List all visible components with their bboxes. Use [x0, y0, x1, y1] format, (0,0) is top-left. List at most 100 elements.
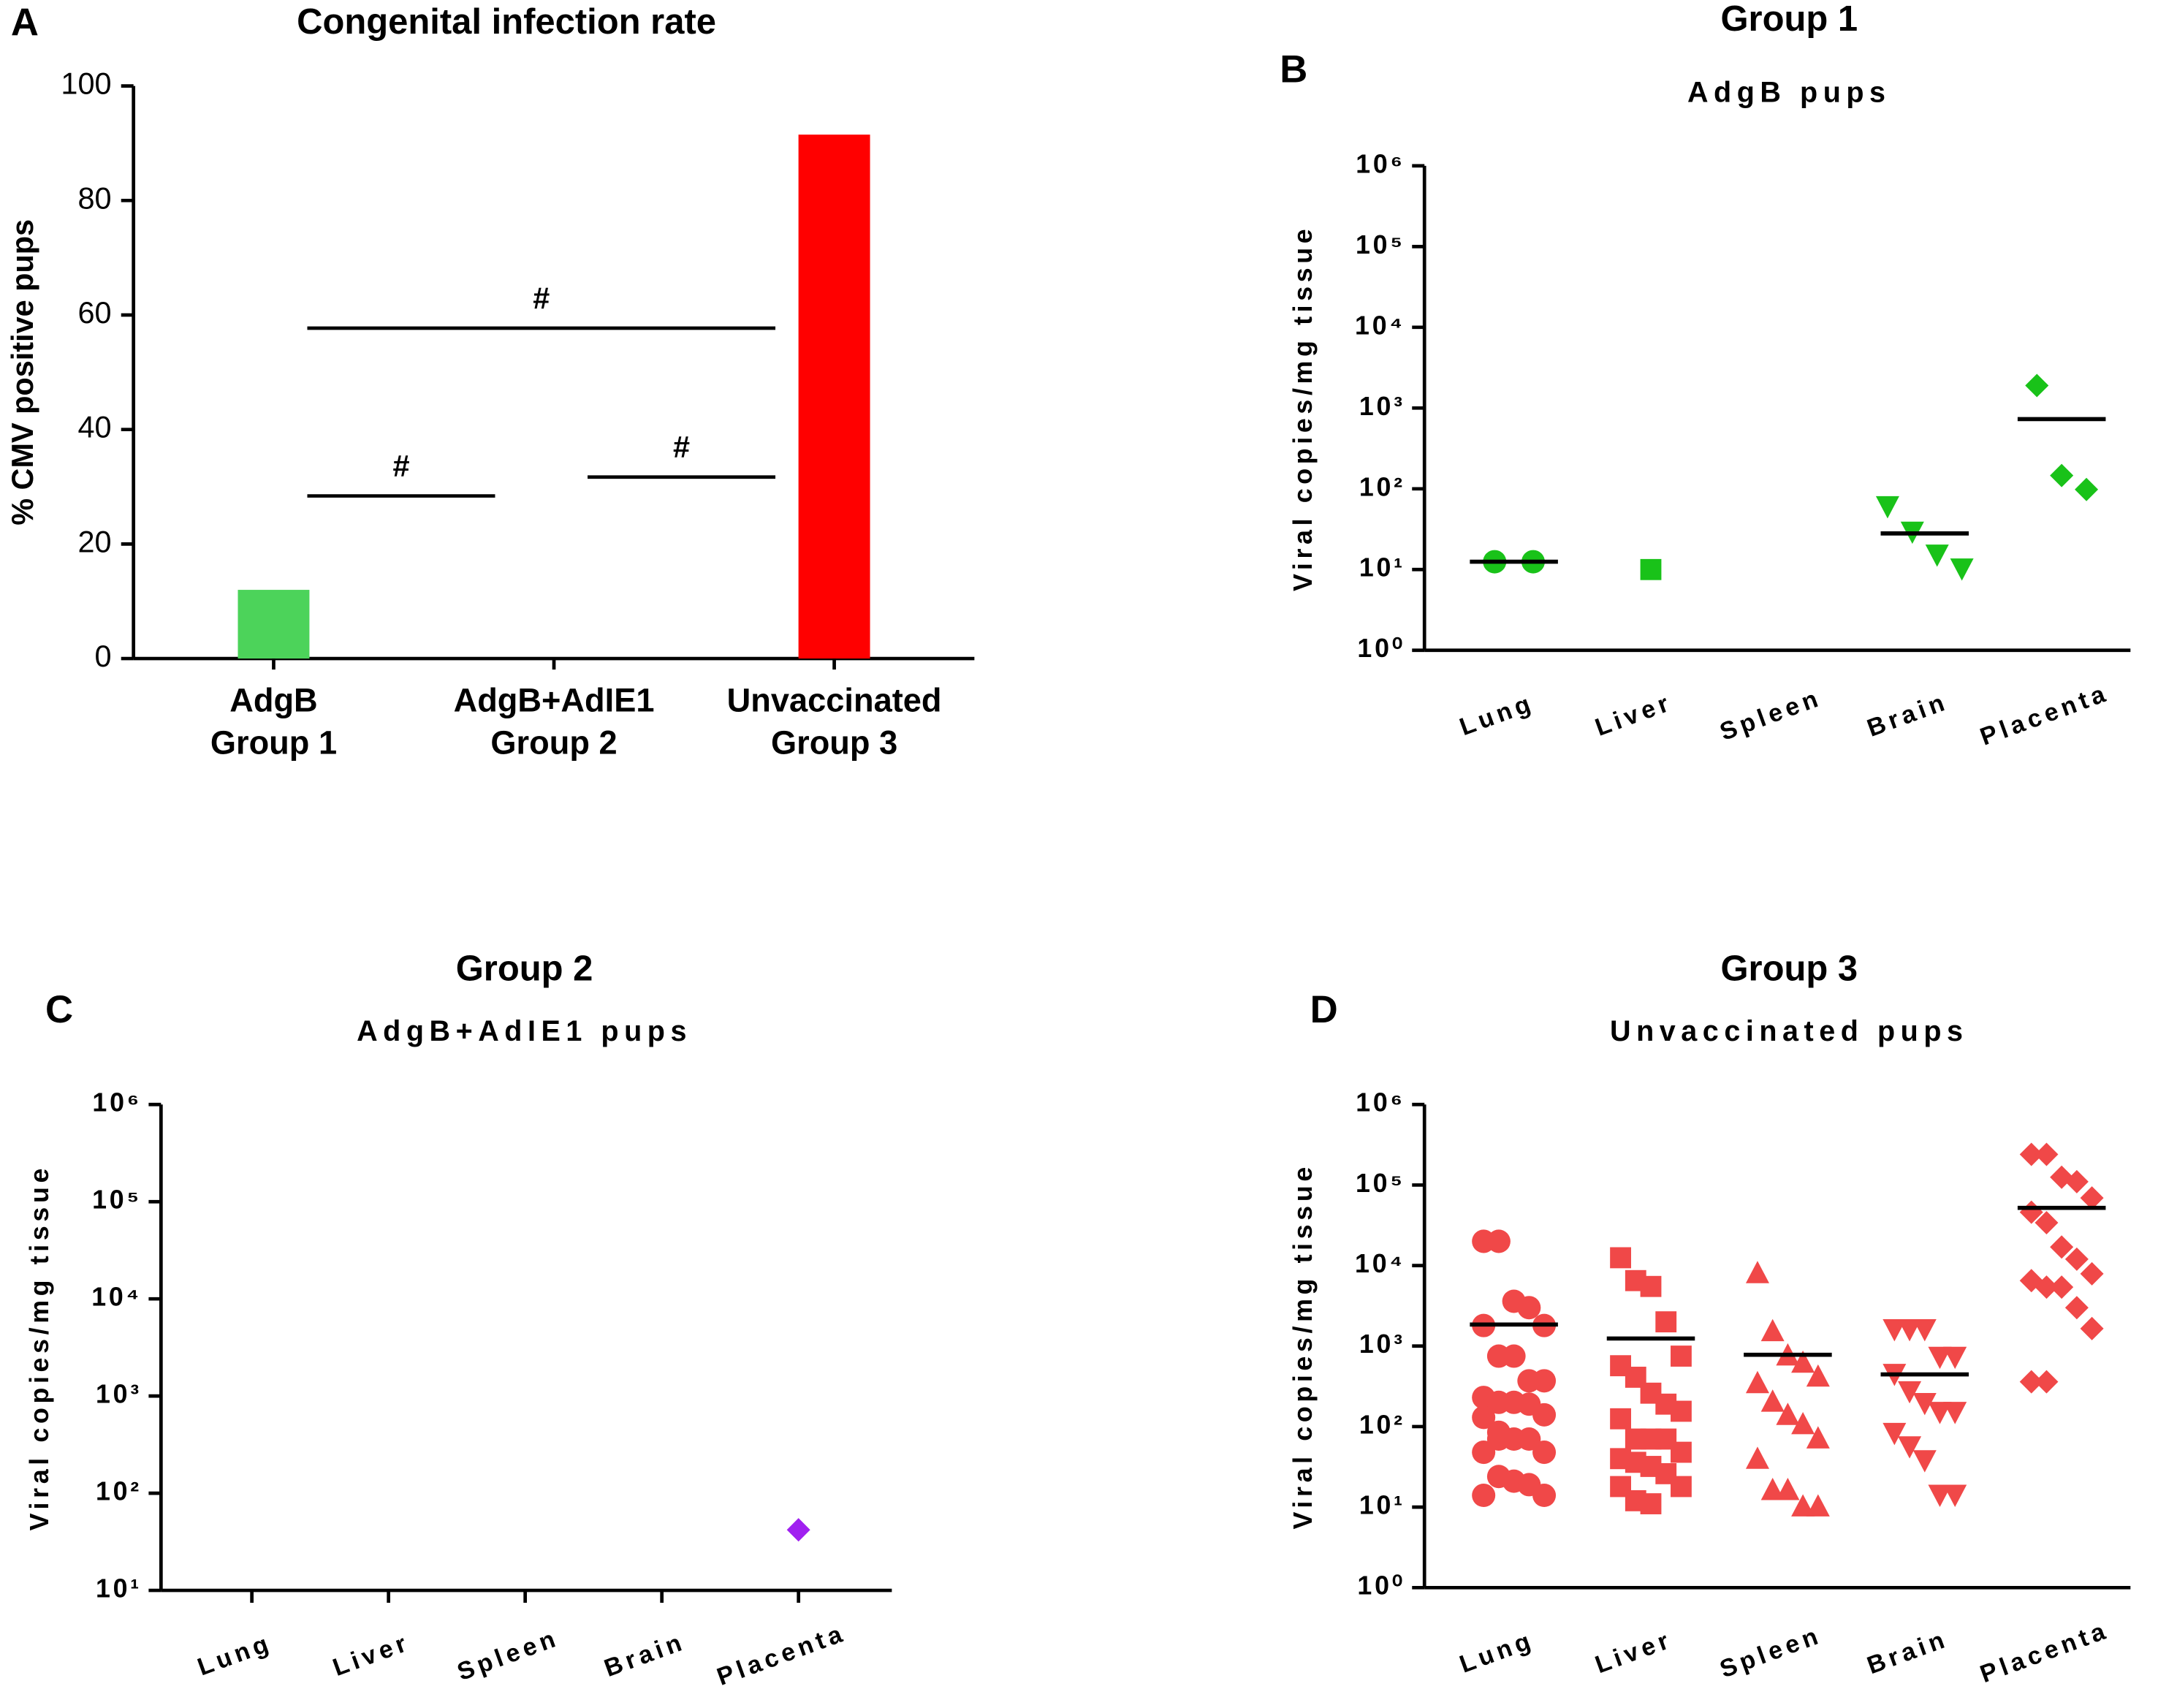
- point: [1671, 1345, 1692, 1367]
- point: [2019, 1142, 2043, 1166]
- y-tick-label: 10⁵: [92, 1185, 142, 1215]
- chart-subtitle: AdgB pups: [1687, 76, 1891, 108]
- point: [1898, 1381, 1922, 1404]
- point: [1791, 1350, 1815, 1373]
- point: [1806, 1494, 1830, 1517]
- point: [1517, 1427, 1541, 1451]
- x-tick-label: Placenta: [713, 1619, 849, 1691]
- point: [1950, 558, 1974, 581]
- y-tick-label: 10⁴: [91, 1283, 142, 1312]
- significance-label: #: [392, 449, 409, 483]
- y-tick-label: 10³: [1359, 1329, 1405, 1359]
- point: [1655, 1311, 1677, 1333]
- point: [1776, 1478, 1800, 1500]
- y-tick-label: 10²: [1359, 472, 1405, 501]
- y-tick-label: 10¹: [96, 1574, 142, 1603]
- y-tick-label: 10⁰: [1357, 634, 1405, 663]
- y-tick-label: 10⁴: [1355, 311, 1405, 340]
- chart-title: Group 2: [456, 949, 593, 989]
- y-tick-label: 10⁵: [1356, 1169, 1405, 1198]
- point: [1882, 1319, 1907, 1342]
- point: [1517, 1296, 1541, 1320]
- point: [1502, 1344, 1526, 1368]
- x-tick-label: Brain: [601, 1628, 689, 1682]
- y-axis-label: Viral copies/mg tissue: [1288, 1163, 1318, 1529]
- x-tick-label: Spleen: [1716, 684, 1825, 746]
- point: [1610, 1408, 1631, 1430]
- point: [1745, 1261, 1769, 1283]
- point: [1640, 1493, 1662, 1514]
- y-axis-label: Viral copies/mg tissue: [25, 1164, 54, 1530]
- x-tick-label: Spleen: [1716, 1621, 1825, 1683]
- point: [786, 1518, 810, 1542]
- point: [2050, 1275, 2074, 1299]
- x-tick-label: Brain: [1863, 688, 1952, 743]
- point: [1472, 1484, 1496, 1508]
- panel-label: D: [1310, 988, 1338, 1031]
- bar: [798, 134, 870, 659]
- point: [1943, 1346, 1967, 1370]
- y-tick-label: 10⁵: [1356, 230, 1405, 259]
- point: [1943, 1484, 1967, 1507]
- point: [2064, 1296, 2089, 1320]
- point: [1925, 544, 1949, 567]
- point: [1806, 1364, 1830, 1387]
- point: [2025, 373, 2049, 398]
- x-tick-label: Spleen: [454, 1624, 563, 1686]
- x-tick-label: Liver: [1592, 1625, 1676, 1679]
- point: [2050, 463, 2074, 487]
- point: [1898, 1436, 1922, 1459]
- point: [2075, 477, 2099, 501]
- point: [1532, 1484, 1557, 1508]
- y-tick-label: 10³: [1359, 392, 1405, 421]
- point: [1943, 1402, 1967, 1424]
- point: [2080, 1316, 2104, 1340]
- point: [1532, 1403, 1557, 1427]
- point: [1776, 1403, 1800, 1425]
- point: [1928, 1346, 1952, 1370]
- point: [1671, 1441, 1692, 1463]
- point: [1882, 1422, 1907, 1446]
- x-tick-label: Placenta: [1977, 679, 2113, 751]
- point: [1745, 1446, 1769, 1469]
- chart-title: Group 1: [1720, 0, 1858, 39]
- x-tick-label: Group 2: [490, 724, 617, 762]
- y-axis-label: % CMV positive pups: [5, 219, 39, 525]
- x-tick-label: Lung: [1456, 1626, 1538, 1679]
- y-tick-label: 20: [77, 524, 111, 558]
- point: [1760, 1389, 1785, 1412]
- y-tick-label: 10¹: [1359, 1491, 1405, 1520]
- x-tick-label: Lung: [1456, 688, 1538, 741]
- x-tick-label: AdgB: [229, 681, 317, 718]
- point: [2034, 1370, 2059, 1394]
- y-tick-label: 10⁶: [1356, 149, 1405, 178]
- x-tick-label: Placenta: [1977, 1616, 2113, 1688]
- point: [2034, 1142, 2059, 1166]
- point: [1671, 1400, 1692, 1422]
- point: [1745, 1370, 1769, 1394]
- bar: [238, 590, 310, 659]
- y-tick-label: 10¹: [1359, 553, 1405, 582]
- chart-title: Congenital infection rate: [297, 2, 716, 42]
- significance-label: #: [673, 430, 690, 464]
- x-tick-label: Unvaccinated: [727, 681, 942, 718]
- chart-subtitle: AdgB+AdIE1 pups: [357, 1015, 692, 1047]
- x-tick-label: Liver: [1592, 688, 1676, 742]
- y-tick-label: 10⁶: [92, 1088, 142, 1117]
- chart-title: Group 3: [1720, 949, 1858, 989]
- y-tick-label: 100: [61, 67, 111, 101]
- panel-label: C: [45, 988, 73, 1031]
- point: [1640, 1275, 1662, 1297]
- point: [1640, 558, 1662, 580]
- x-tick-label: Group 1: [210, 724, 337, 762]
- point: [1486, 1229, 1511, 1253]
- panel-label: B: [1280, 48, 1307, 91]
- chart-subtitle: Unvaccinated pups: [1610, 1015, 1969, 1047]
- y-tick-label: 10²: [96, 1477, 142, 1506]
- y-tick-label: 10³: [96, 1380, 142, 1409]
- point: [1912, 1392, 1937, 1416]
- y-tick-label: 10⁶: [1356, 1088, 1405, 1117]
- x-tick-label: AdgB+AdIE1: [454, 681, 655, 718]
